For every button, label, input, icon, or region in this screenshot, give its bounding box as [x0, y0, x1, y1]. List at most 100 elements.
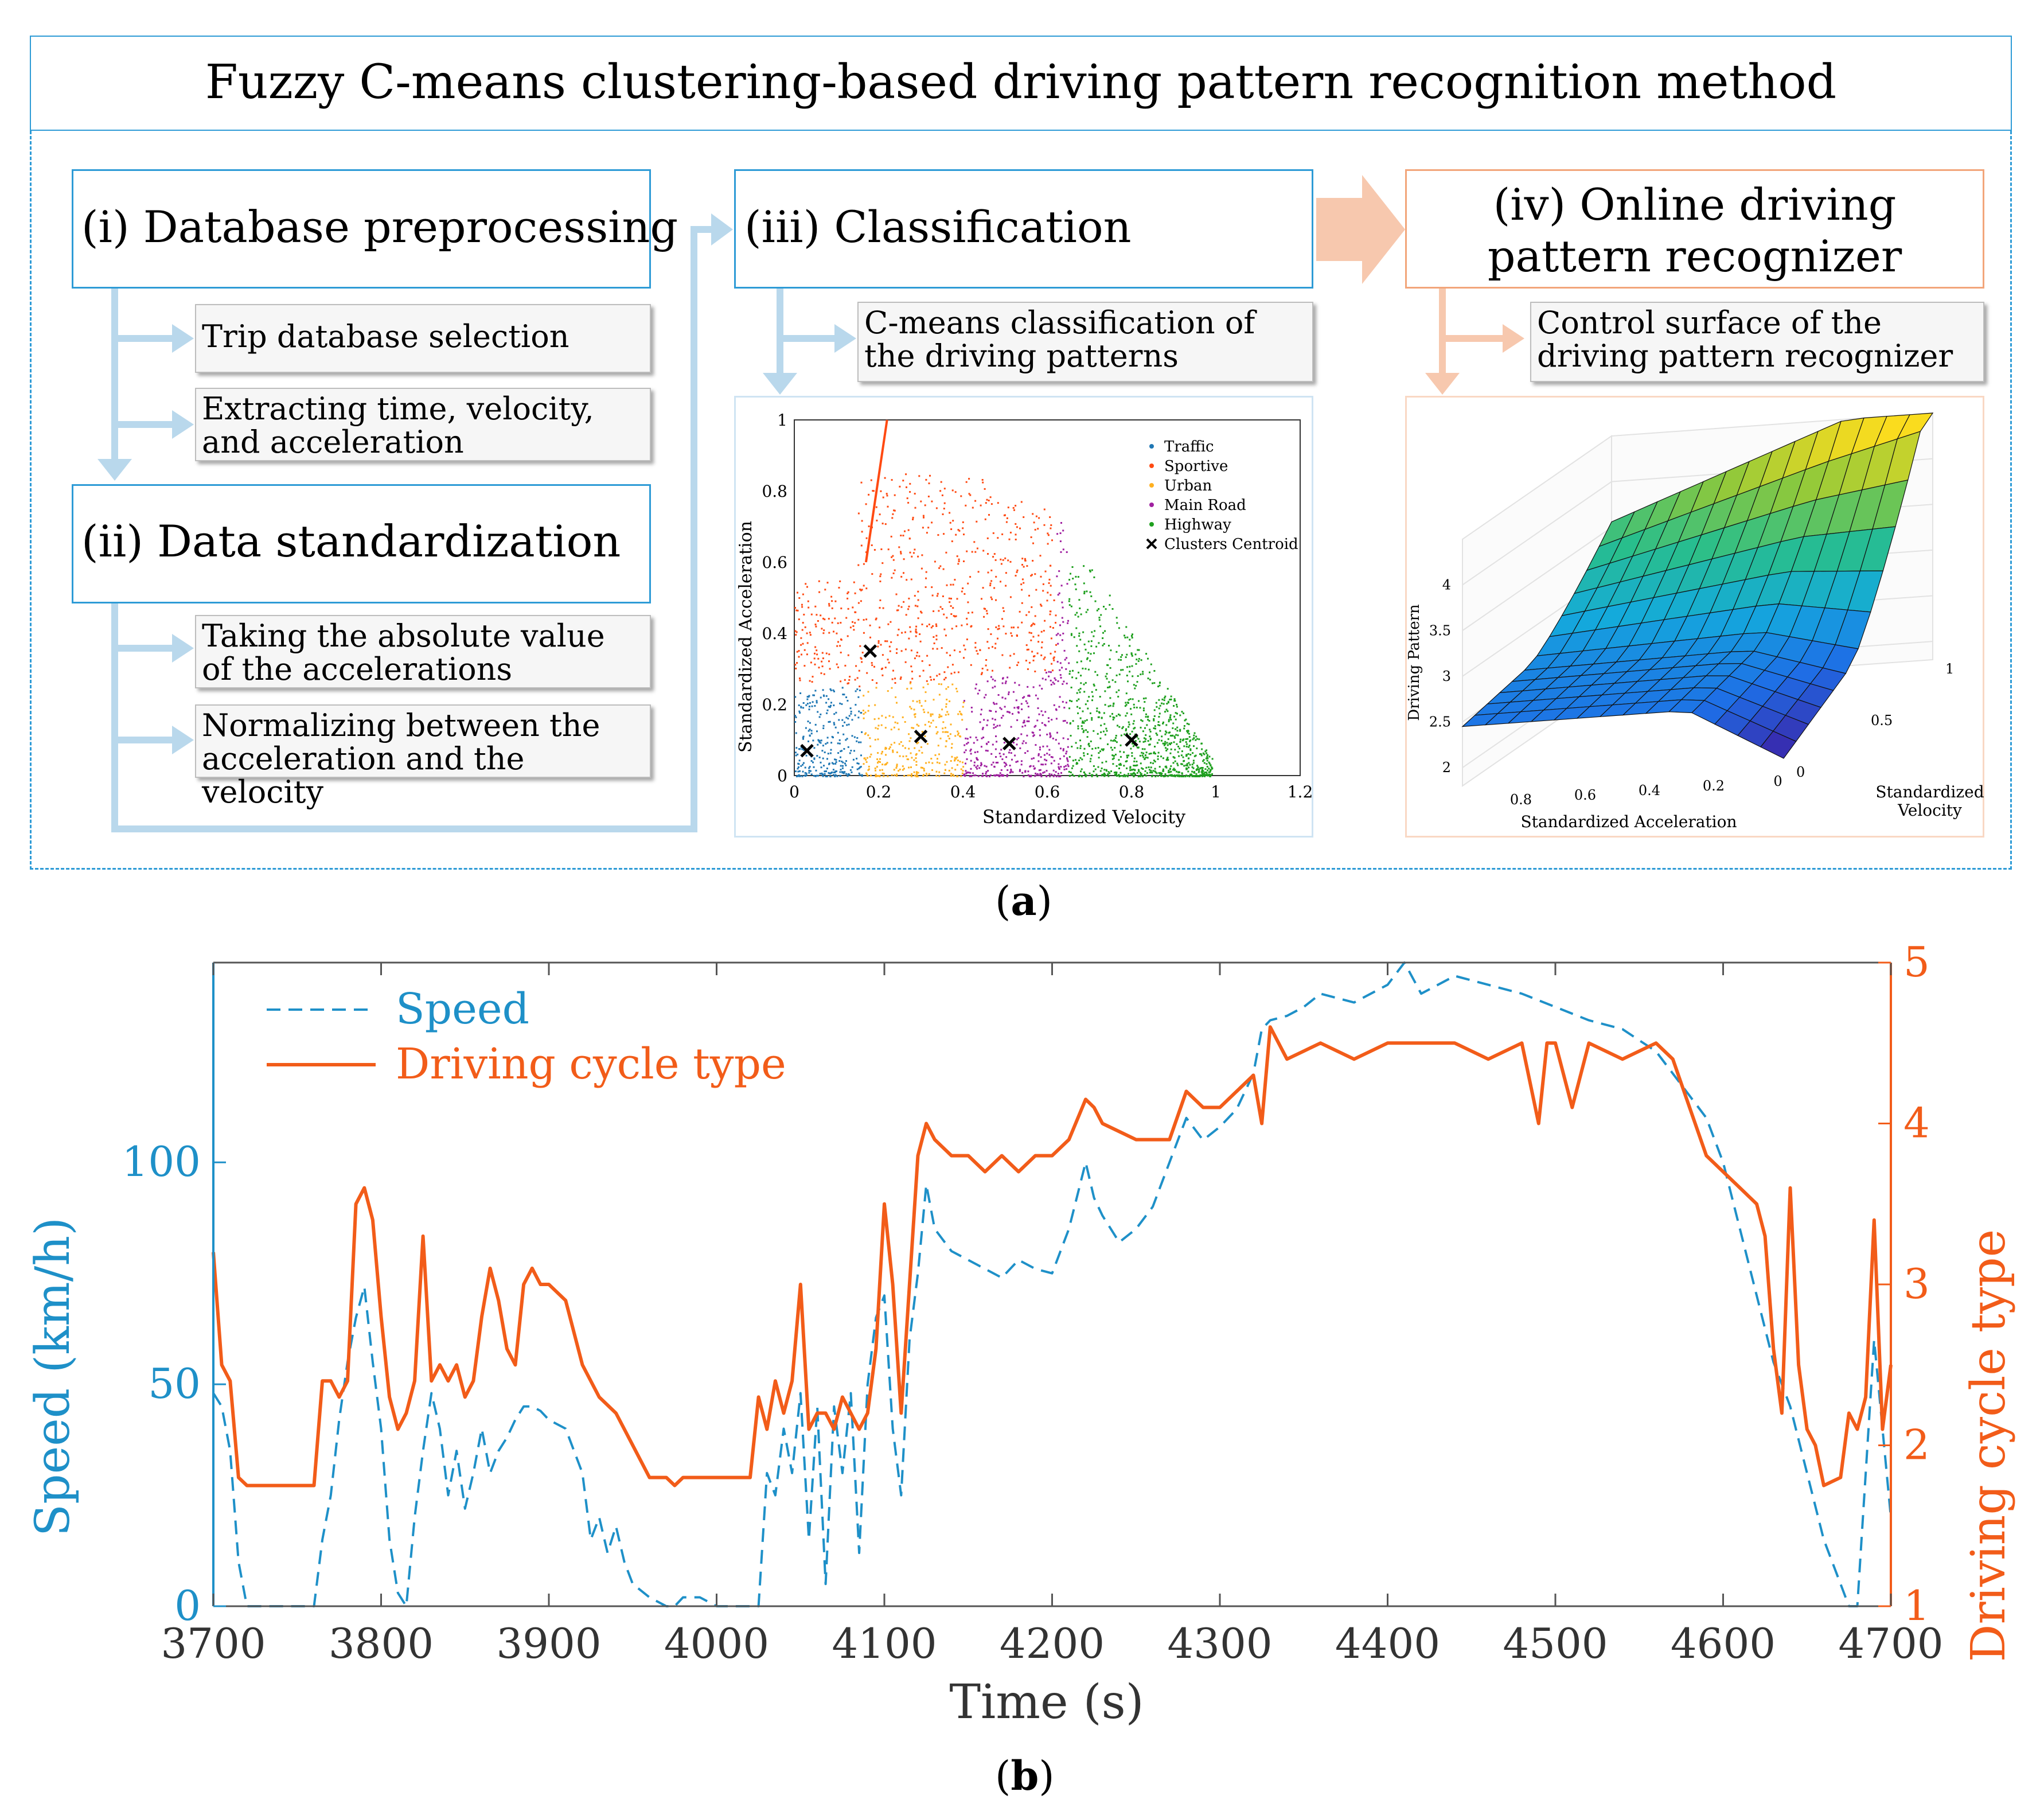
line-axes: 3700 3800 3900 4000 4100 4200 4300 4400 4500 4600…: [122, 941, 1944, 1668]
scatter-point: [997, 502, 999, 504]
scatter-point: [1049, 732, 1051, 734]
scatter-point: [1134, 740, 1137, 742]
x-tick-label: 4300: [1167, 1619, 1272, 1668]
scatter-point: [992, 678, 994, 680]
scatter-point: [822, 775, 824, 777]
scatter-point: [814, 663, 816, 665]
scatter-point: [797, 753, 799, 755]
scatter-point: [1135, 663, 1137, 665]
scatter-point: [1157, 686, 1159, 688]
scatter-point: [836, 632, 838, 634]
scatter-point: [1183, 712, 1184, 714]
scatter-point: [902, 765, 904, 768]
scatter-point: [802, 762, 805, 764]
scatter-point: [903, 558, 905, 560]
scatter-point: [842, 765, 844, 767]
scatter-point: [1026, 734, 1028, 737]
scatter-point: [910, 665, 912, 668]
scatter-point: [1015, 505, 1017, 507]
scatter-point: [910, 687, 912, 690]
scatter-point: [1014, 681, 1016, 684]
scatter-point: [1042, 772, 1044, 774]
scatter-point: [1133, 765, 1135, 766]
scatter-point: [1112, 716, 1114, 718]
scatter-point: [946, 711, 949, 713]
scatter-point: [1144, 754, 1146, 756]
scatter-point: [871, 662, 873, 664]
scatter-point: [861, 661, 863, 663]
scatter-point: [985, 749, 987, 751]
scatter-point: [914, 716, 916, 718]
scatter-point: [1164, 711, 1166, 713]
scatter-point: [1041, 722, 1043, 724]
scatter-point: [1120, 669, 1122, 671]
scatter-point: [1189, 773, 1191, 776]
scatter-point: [958, 529, 961, 532]
scatter-point: [895, 593, 898, 595]
scatter-point: [1193, 732, 1196, 734]
scatter-point: [1070, 605, 1072, 607]
scatter-point: [840, 652, 842, 653]
scatter-point: [982, 737, 985, 738]
scatter-point: [807, 721, 809, 723]
scatter-point: [979, 649, 981, 651]
scatter-point: [1141, 751, 1143, 754]
scatter-point: [1053, 659, 1055, 661]
scatter-point: [1033, 726, 1036, 728]
sportive-trend-line: [864, 419, 888, 563]
cluster-centroid: [800, 743, 814, 758]
scatter-point: [930, 713, 932, 715]
scatter-point: [1188, 723, 1190, 726]
scatter-point: [917, 599, 919, 601]
scatter-point: [1032, 735, 1035, 737]
scatter-point: [1150, 772, 1153, 773]
scatter-point: [1200, 771, 1203, 773]
ylabel-left: Speed (km/h): [26, 1217, 80, 1536]
scatter-point: [928, 773, 930, 775]
scatter-point: [1012, 691, 1015, 693]
scatter-point: [794, 607, 796, 609]
scatter-point: [1159, 730, 1161, 732]
scatter-point: [927, 683, 929, 686]
scatter-point: [1008, 538, 1011, 540]
scatter-point: [994, 774, 996, 777]
scatter-point: [858, 741, 860, 743]
scatter-point: [992, 669, 993, 672]
scatter-point: [859, 686, 861, 688]
scatter-point: [1173, 774, 1176, 776]
scatter-point: [794, 715, 797, 717]
scatter-point: [1160, 772, 1162, 774]
scatter-point: [1127, 680, 1129, 683]
scatter-point: [1090, 740, 1092, 742]
scatter-point: [914, 548, 916, 551]
scatter-point: [1099, 750, 1101, 753]
scatter-point: [933, 642, 935, 644]
scatter-point: [1096, 707, 1098, 710]
scatter-point: [938, 694, 941, 696]
scatter-point: [1177, 734, 1179, 737]
scatter-point: [1102, 637, 1104, 639]
scatter-point: [1137, 738, 1140, 740]
surface-ztick: 3.5: [1429, 622, 1451, 638]
scatter-point: [1181, 763, 1183, 765]
scatter-point: [1149, 730, 1152, 733]
scatter-point: [862, 710, 864, 712]
scatter-point: [1025, 660, 1027, 662]
scatter-point: [1005, 680, 1007, 683]
scatter-point: [1204, 774, 1206, 776]
scatter-point: [1183, 760, 1185, 762]
scatter-point: [1203, 762, 1206, 764]
scatter-point: [899, 768, 901, 770]
scatter-point: [799, 770, 801, 772]
scatter-ytick: 0.4: [762, 624, 787, 643]
surface-xtick: 0.6: [1574, 787, 1596, 803]
scatter-point: [1068, 662, 1070, 664]
x-tick-label: 4700: [1838, 1619, 1943, 1668]
scatter-point: [1182, 756, 1184, 758]
scatter-point: [1058, 592, 1060, 594]
scatter-point: [1203, 753, 1206, 755]
scatter-point: [879, 761, 881, 763]
scatter-point: [1111, 608, 1114, 610]
scatter-point: [869, 755, 871, 758]
scatter-point: [875, 618, 877, 621]
